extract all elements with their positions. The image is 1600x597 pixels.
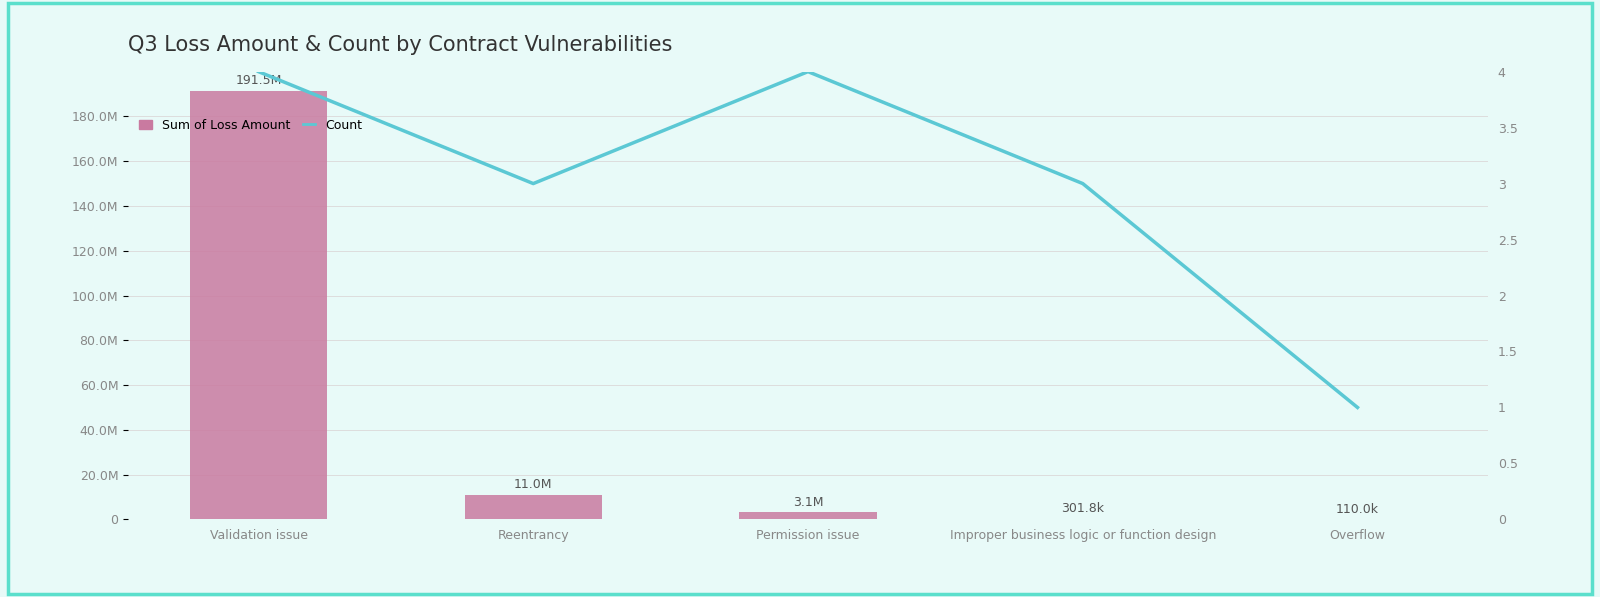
Legend: Sum of Loss Amount, Count: Sum of Loss Amount, Count — [134, 113, 366, 137]
Text: 11.0M: 11.0M — [514, 478, 552, 491]
Bar — [739, 512, 877, 519]
Text: Q3 Loss Amount & Count by Contract Vulnerabilities: Q3 Loss Amount & Count by Contract Vulne… — [128, 35, 672, 55]
Text: 301.8k: 301.8k — [1061, 502, 1104, 515]
Text: 191.5M: 191.5M — [235, 74, 282, 87]
Text: 110.0k: 110.0k — [1336, 503, 1379, 516]
Bar — [190, 91, 326, 519]
Text: 3.1M: 3.1M — [792, 496, 824, 509]
Bar — [464, 495, 602, 519]
